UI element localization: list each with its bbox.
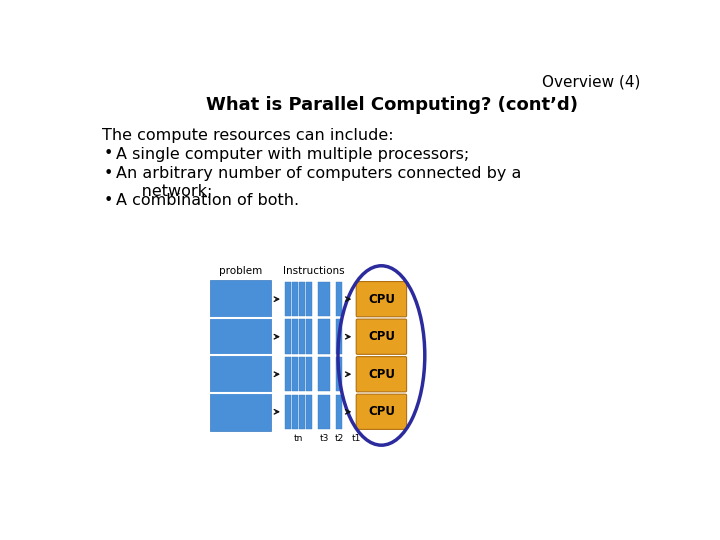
Bar [292,320,297,354]
FancyBboxPatch shape [356,281,407,317]
Text: What is Parallel Computing? (cont’d): What is Parallel Computing? (cont’d) [206,96,578,113]
Bar [285,395,291,429]
FancyBboxPatch shape [356,394,407,429]
Text: •: • [103,193,112,207]
Bar [300,395,305,429]
Text: t2: t2 [335,434,343,443]
Text: A single computer with multiple processors;: A single computer with multiple processo… [117,147,469,162]
Bar [306,357,312,392]
Text: •: • [103,146,112,161]
Bar [306,282,312,316]
FancyBboxPatch shape [356,319,407,354]
Bar [300,320,305,354]
Bar [292,282,297,316]
Bar [300,282,305,316]
Bar [336,357,342,392]
Text: The compute resources can include:: The compute resources can include: [102,128,393,143]
Bar [318,357,330,392]
Bar [336,395,342,429]
Bar [318,395,330,429]
Bar [306,395,312,429]
Bar [210,280,271,430]
Text: An arbitrary number of computers connected by a
     network;: An arbitrary number of computers connect… [117,166,522,199]
Text: CPU: CPU [368,293,395,306]
Text: t3: t3 [320,434,329,443]
Bar [336,320,342,354]
Bar [318,282,330,316]
Bar [318,320,330,354]
Text: Instructions: Instructions [283,266,344,276]
Text: CPU: CPU [368,330,395,343]
Text: •: • [103,166,112,181]
Bar [285,320,291,354]
Bar [300,357,305,392]
Bar [285,282,291,316]
Bar [306,320,312,354]
FancyBboxPatch shape [356,356,407,392]
Bar [285,357,291,392]
Text: problem: problem [219,266,262,276]
Text: tn: tn [294,434,303,443]
Text: CPU: CPU [368,368,395,381]
Bar [292,395,297,429]
Bar [336,282,342,316]
Bar [292,357,297,392]
Text: CPU: CPU [368,406,395,419]
Text: A combination of both.: A combination of both. [117,193,300,208]
Text: t1: t1 [352,434,361,443]
Text: Overview (4): Overview (4) [542,74,640,89]
